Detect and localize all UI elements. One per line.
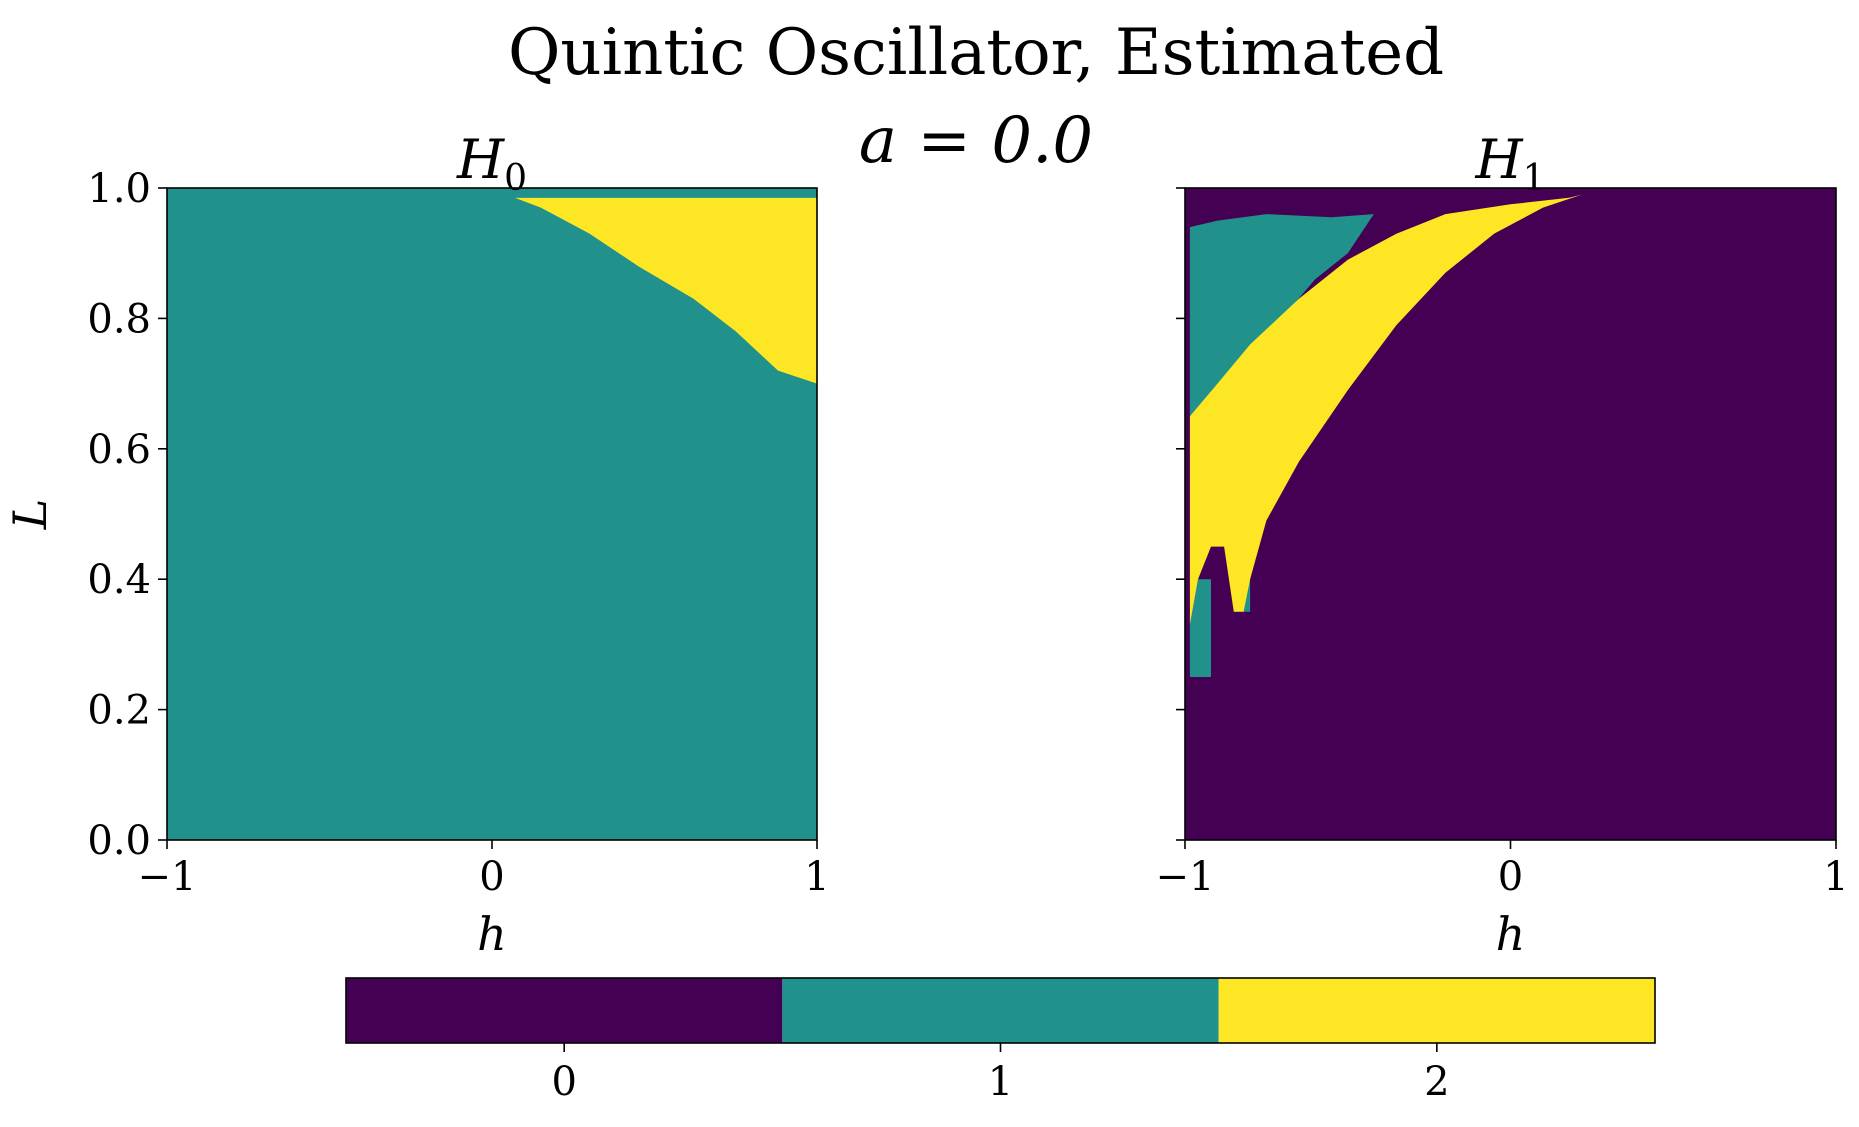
x-axis-label: h	[1496, 907, 1526, 961]
y-tick-label: 1.0	[87, 166, 151, 212]
y-axis-label: L	[3, 499, 57, 531]
x-tick-label: 1	[1823, 854, 1848, 900]
panel-0: H0 −1 0 1 0.0 0.2 0.4 0.6 0.8 1.0 h L	[3, 128, 830, 961]
y-tick-label: 0.6	[87, 427, 151, 473]
colorbar-tick-label: 0	[551, 1059, 576, 1105]
panel-title: H1	[1475, 128, 1546, 199]
x-tick-label: −1	[138, 854, 197, 900]
y-tick-label: 0.0	[87, 818, 151, 864]
heatmap-area	[167, 188, 817, 840]
y-tick-label: 0.8	[87, 296, 151, 342]
heatmap-region-3	[1189, 194, 1583, 625]
y-tick-label: 0.4	[87, 557, 151, 603]
x-tick-label: 0	[1498, 854, 1523, 900]
heatmap-region-0	[514, 197, 817, 384]
colorbar-segment	[782, 978, 1219, 1043]
panel-title: H0	[456, 128, 527, 199]
heatmap-panels: H0 −1 0 1 0.0 0.2 0.4 0.6 0.8 1.0 h L H1 −1 0 1 h	[3, 128, 1849, 961]
colorbar-segment	[1218, 978, 1655, 1043]
y-tick-label: 0.2	[87, 688, 151, 734]
heatmap-area	[1185, 188, 1836, 840]
heatmap-region-1	[514, 188, 817, 198]
x-axis-label: h	[477, 907, 507, 961]
x-tick-label: 1	[804, 854, 829, 900]
colorbar: 0 1 2	[345, 977, 1656, 1105]
panel-1: H1 −1 0 1 h	[1156, 128, 1849, 961]
colorbar-tick-label: 1	[988, 1059, 1013, 1105]
x-tick-label: 0	[479, 854, 504, 900]
heatmap-region-1	[1189, 579, 1211, 677]
colorbar-tick-label: 2	[1424, 1059, 1449, 1105]
x-tick-label: −1	[1156, 854, 1215, 900]
figure-suptitle: Quintic Oscillator, Estimated	[508, 16, 1444, 90]
figure-param-label: a = 0.0	[859, 104, 1093, 178]
colorbar-segment	[346, 978, 783, 1043]
